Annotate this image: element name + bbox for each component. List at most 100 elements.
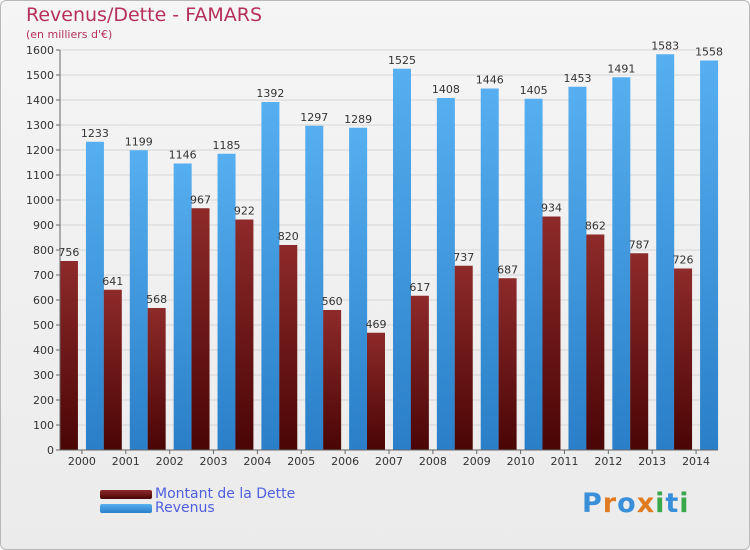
x-tick-label: 2011 [550, 455, 578, 468]
bar-debt [454, 265, 473, 450]
data-label-revenus: 1405 [520, 84, 548, 97]
y-tick-label: 600 [33, 294, 54, 307]
x-tick-label: 2005 [287, 455, 315, 468]
logo-letter: o [617, 488, 637, 519]
bar-revenus [436, 98, 455, 450]
bar-revenus [129, 150, 148, 450]
data-label-debt: 967 [190, 193, 211, 206]
bar-debt [147, 308, 166, 450]
bar-debt [630, 253, 649, 450]
y-tick-label: 1100 [26, 169, 54, 182]
data-label-debt: 568 [146, 293, 167, 306]
y-tick-label: 1500 [26, 69, 54, 82]
bar-debt [498, 278, 517, 450]
y-tick-label: 1600 [26, 44, 54, 57]
legend-item-revenus: Revenus [100, 500, 215, 516]
x-tick-label: 2000 [68, 455, 96, 468]
x-tick-label: 2013 [638, 455, 666, 468]
data-label-revenus: 1146 [169, 149, 197, 162]
bar-revenus [85, 141, 104, 450]
bar-revenus [568, 86, 587, 450]
data-label-debt: 862 [585, 220, 606, 233]
bar-revenus [261, 102, 280, 450]
y-tick-label: 1400 [26, 94, 54, 107]
data-label-debt: 560 [322, 295, 343, 308]
chart-subtitle: (en milliers d'€) [26, 28, 113, 41]
data-label-debt: 737 [453, 251, 474, 264]
bar-debt [410, 295, 429, 450]
data-label-revenus: 1185 [213, 139, 241, 152]
data-label-debt: 469 [366, 318, 387, 331]
bar-revenus [700, 60, 719, 450]
bar-debt [235, 219, 254, 450]
x-tick-label: 2001 [112, 455, 140, 468]
x-tick-label: 2014 [682, 455, 710, 468]
bar-debt [674, 268, 693, 450]
bar-revenus [349, 127, 368, 450]
y-tick-label: 900 [33, 219, 54, 232]
logo-letter: i [679, 488, 690, 519]
data-label-debt: 726 [673, 254, 694, 267]
bar-debt [542, 216, 561, 450]
data-label-revenus: 1491 [607, 62, 635, 75]
bar-debt [279, 245, 298, 450]
legend-item-debt: Montant de la Dette [100, 486, 295, 502]
data-label-revenus: 1199 [125, 135, 153, 148]
data-label-revenus: 1392 [256, 87, 284, 100]
y-tick-label: 200 [33, 394, 54, 407]
x-tick-label: 2007 [375, 455, 403, 468]
data-label-revenus: 1446 [476, 74, 504, 87]
bar-debt [367, 332, 385, 450]
data-label-revenus: 1525 [388, 54, 416, 67]
y-tick-label: 1300 [26, 119, 54, 132]
logo-letter: i [655, 488, 666, 519]
bar-revenus [217, 153, 236, 450]
data-label-debt: 922 [234, 205, 255, 218]
y-tick-label: 100 [33, 419, 54, 432]
x-tick-label: 2008 [419, 455, 447, 468]
bar-revenus [612, 77, 631, 450]
data-label-debt: 641 [102, 275, 123, 288]
axes: 0 100 200 300 400 500 600 700 800 900 1000 1100 1200… [26, 44, 718, 468]
legend-swatch-revenus [100, 503, 152, 513]
proxiti-logo: Proxiti [582, 488, 690, 519]
x-tick-label: 2003 [200, 455, 228, 468]
y-tick-label: 400 [33, 344, 54, 357]
bars: 756 1233 641 1199 568 1146 967 1185 922 1392 820 12… [58, 39, 723, 450]
bar-revenus [305, 125, 324, 450]
y-tick-label: 700 [33, 269, 54, 282]
y-tick-label: 0 [47, 444, 54, 457]
data-label-revenus: 1297 [300, 111, 328, 124]
data-label-revenus: 1408 [432, 83, 460, 96]
data-label-debt: 756 [58, 246, 79, 259]
data-label-debt: 687 [497, 263, 518, 276]
bar-revenus [173, 163, 192, 450]
x-tick-label: 2009 [463, 455, 491, 468]
data-label-revenus: 1583 [651, 39, 679, 52]
x-tick-label: 2002 [156, 455, 184, 468]
y-tick-label: 300 [33, 369, 54, 382]
bar-debt [191, 208, 210, 450]
logo-letter: x [636, 488, 656, 519]
logo-letter: P [582, 488, 603, 519]
legend-swatch-debt [100, 489, 152, 499]
bar-revenus [656, 54, 675, 450]
x-tick-label: 2012 [594, 455, 622, 468]
bar-revenus [393, 68, 411, 450]
logo-letter: r [602, 488, 618, 519]
bar-debt [586, 234, 605, 450]
bar-debt [103, 289, 122, 450]
bar-debt [59, 261, 78, 450]
data-label-debt: 820 [278, 230, 299, 243]
x-tick-label: 2010 [507, 455, 535, 468]
bar-revenus [480, 88, 499, 450]
x-tick-label: 2004 [243, 455, 271, 468]
bar-debt [323, 310, 342, 450]
y-tick-label: 1200 [26, 144, 54, 157]
chart-title: Revenus/Dette - FAMARS [26, 4, 263, 26]
data-label-debt: 934 [541, 202, 562, 215]
x-tick-label: 2006 [331, 455, 359, 468]
legend-label-debt: Montant de la Dette [155, 486, 296, 502]
legend-label-revenus: Revenus [155, 500, 215, 516]
